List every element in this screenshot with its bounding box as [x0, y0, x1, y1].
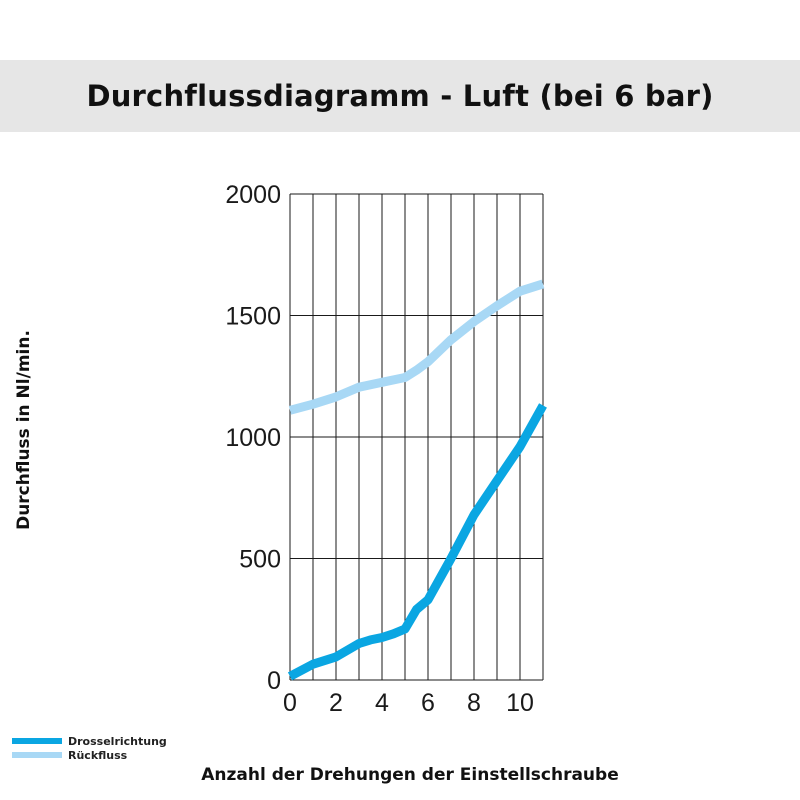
legend-label-rueckfluss: Rückfluss	[68, 748, 128, 762]
y-tick-label: 1000	[225, 424, 281, 452]
legend-label-drosselrichtung: Drosselrichtung	[68, 734, 167, 748]
y-tick-label: 1500	[225, 303, 281, 331]
x-axis-label: Anzahl der Drehungen der Einstellschraub…	[201, 765, 619, 785]
y-tick-label: 500	[239, 546, 281, 574]
series-line-rückfluss	[288, 279, 545, 415]
x-tick-label: 0	[283, 689, 297, 717]
legend: Drosselrichtung Rückfluss	[12, 734, 167, 762]
y-tick-label: 0	[267, 667, 281, 695]
series-line-drosselrichtung	[287, 403, 547, 681]
tick-labels: 0 500 1000 1500 2000 0 2 4 6 8 10	[225, 181, 534, 717]
x-tick-label: 2	[329, 689, 343, 717]
x-tick-label: 6	[421, 689, 435, 717]
x-tick-label: 4	[375, 689, 389, 717]
y-axis-label: Durchfluss in Nl/min.	[14, 330, 34, 530]
chart-title: Durchflussdiagramm - Luft (bei 6 bar)	[86, 79, 714, 113]
legend-swatch-drosselrichtung	[12, 738, 62, 744]
x-tick-label: 8	[467, 689, 481, 717]
legend-item-drosselrichtung: Drosselrichtung	[12, 734, 167, 748]
x-tick-label: 10	[506, 689, 534, 717]
y-tick-label: 2000	[225, 181, 281, 209]
title-band: Durchflussdiagramm - Luft (bei 6 bar)	[0, 60, 800, 132]
series-layer	[287, 279, 547, 681]
legend-item-rueckfluss: Rückfluss	[12, 748, 167, 762]
legend-swatch-rueckfluss	[12, 752, 62, 758]
